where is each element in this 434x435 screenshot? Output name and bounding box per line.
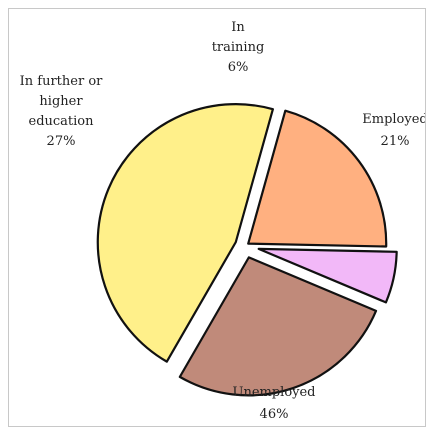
data-label-line: 6% bbox=[228, 60, 249, 75]
data-label-line: training bbox=[212, 40, 265, 55]
data-label-unemployed: Unemployed 46% bbox=[232, 385, 315, 422]
pie-slice-employed bbox=[247, 109, 388, 248]
chart-frame: Employed 21% Unemployed 46% In further or hig… bbox=[8, 8, 426, 427]
data-label-line: 46% bbox=[260, 407, 289, 422]
pie-chart: Employed 21% Unemployed 46% In further or hig… bbox=[20, 20, 426, 422]
pie-slice-in-training bbox=[257, 247, 398, 304]
data-label-line: higher bbox=[39, 94, 83, 109]
data-label-line: 21% bbox=[381, 134, 410, 149]
data-label-line: Unemployed bbox=[232, 385, 315, 400]
data-label-in-training: In training 6% bbox=[212, 20, 265, 75]
data-label-employed: Employed 21% bbox=[362, 112, 426, 149]
data-label-line: 27% bbox=[47, 134, 76, 149]
data-label-line: education bbox=[29, 114, 95, 129]
data-label-in-further-or-higher-education: In further or higher education 27% bbox=[20, 74, 104, 149]
pie-slice-in-further-or-higher-education bbox=[178, 256, 378, 397]
data-label-line: In bbox=[231, 20, 245, 35]
pie-slice-unemployed bbox=[96, 103, 274, 363]
data-label-line: Employed bbox=[362, 112, 426, 127]
data-label-line: In further or bbox=[20, 74, 104, 89]
